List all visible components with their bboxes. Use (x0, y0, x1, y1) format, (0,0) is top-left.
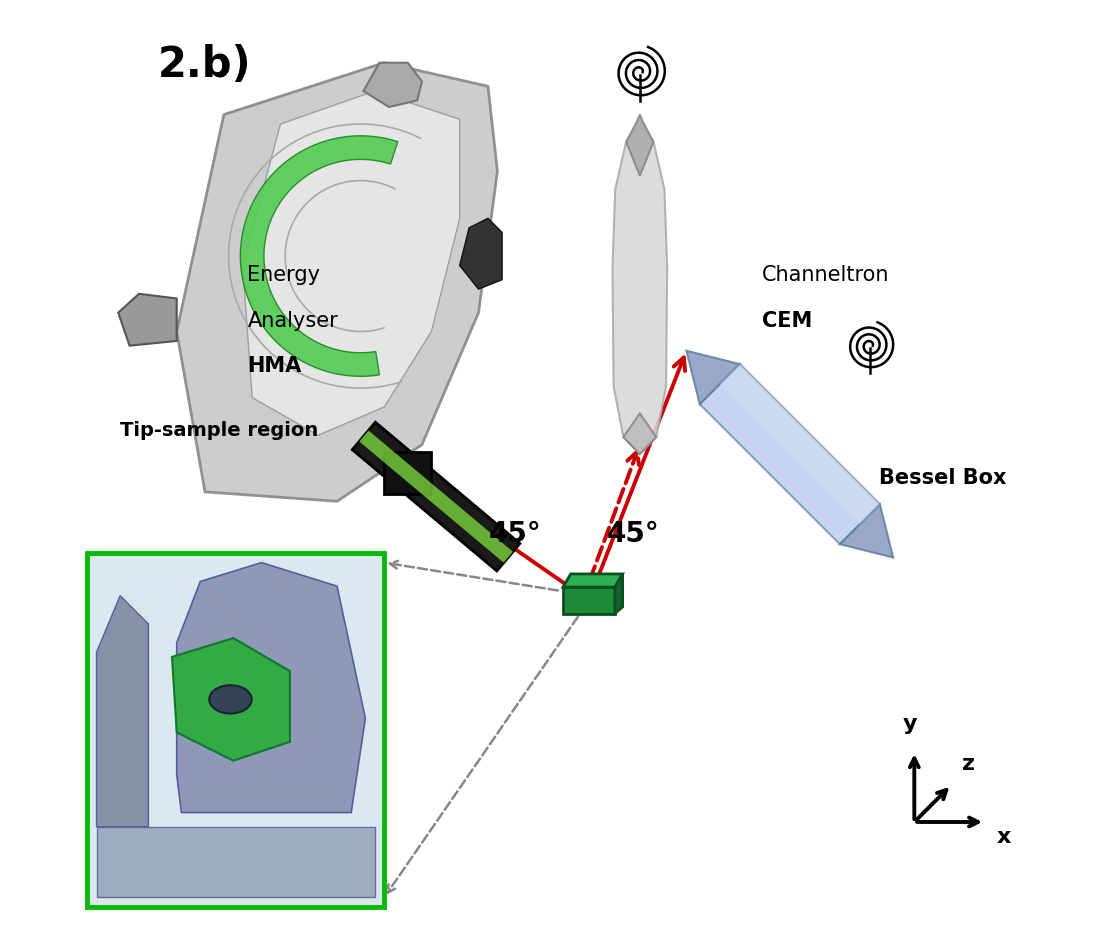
Polygon shape (615, 574, 623, 614)
Ellipse shape (209, 685, 252, 713)
Text: Channeltron: Channeltron (761, 266, 889, 286)
FancyBboxPatch shape (384, 452, 431, 494)
Text: HMA: HMA (247, 356, 301, 377)
Polygon shape (176, 62, 497, 501)
Text: Energy: Energy (247, 266, 320, 286)
Polygon shape (96, 827, 375, 898)
Text: 2.b): 2.b) (157, 44, 252, 86)
Polygon shape (700, 364, 880, 544)
Polygon shape (363, 62, 422, 107)
Text: CEM: CEM (761, 311, 812, 331)
Polygon shape (687, 351, 740, 404)
Text: Tip-sample region: Tip-sample region (120, 421, 318, 440)
Polygon shape (563, 574, 623, 587)
Polygon shape (626, 114, 654, 176)
Text: z: z (962, 754, 975, 775)
Polygon shape (172, 638, 290, 761)
Polygon shape (352, 422, 520, 571)
Polygon shape (119, 294, 176, 345)
Text: Bessel Box: Bessel Box (880, 468, 1007, 488)
Polygon shape (176, 563, 366, 813)
Polygon shape (359, 430, 513, 563)
Polygon shape (243, 91, 460, 435)
Polygon shape (460, 219, 502, 289)
Polygon shape (720, 364, 880, 524)
Polygon shape (613, 125, 667, 454)
Polygon shape (96, 596, 148, 827)
Polygon shape (840, 504, 893, 557)
Text: x: x (996, 827, 1010, 847)
Text: y: y (902, 714, 916, 734)
Text: Analyser: Analyser (247, 311, 338, 331)
Polygon shape (624, 413, 656, 454)
Text: 45°: 45° (489, 520, 542, 549)
FancyBboxPatch shape (88, 553, 384, 907)
Text: 45°: 45° (607, 520, 659, 549)
Polygon shape (240, 136, 398, 377)
Polygon shape (563, 587, 615, 614)
